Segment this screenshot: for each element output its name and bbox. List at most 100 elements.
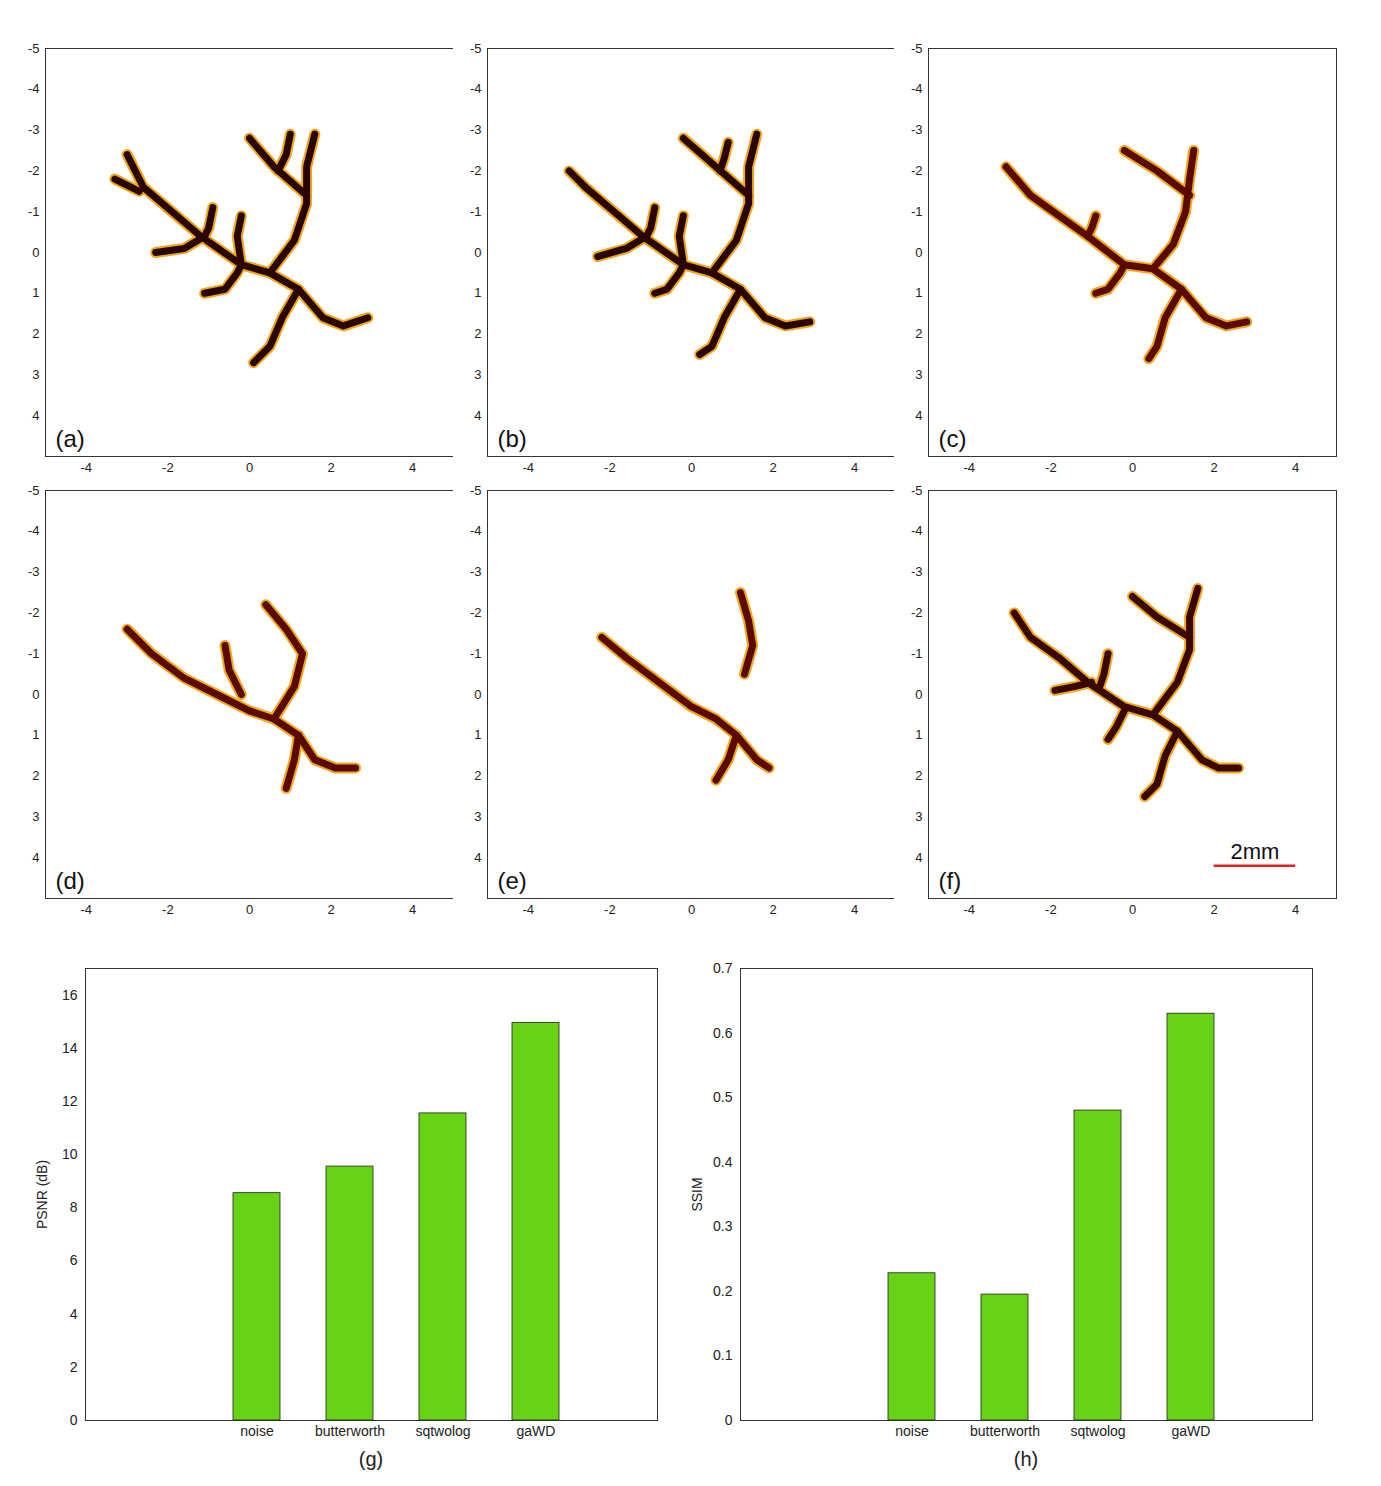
svg-text:noise: noise	[240, 1423, 274, 1439]
svg-text:1: 1	[474, 285, 481, 300]
svg-text:-2: -2	[911, 163, 923, 178]
svg-text:-5: -5	[470, 41, 482, 56]
svg-text:0: 0	[70, 1412, 78, 1428]
svg-text:0.7: 0.7	[713, 960, 733, 976]
svg-text:(f): (f)	[939, 867, 962, 894]
svg-text:2: 2	[327, 460, 334, 475]
svg-text:-2: -2	[162, 460, 174, 475]
svg-text:-2: -2	[470, 605, 482, 620]
svg-text:0: 0	[246, 460, 253, 475]
svg-text:sqtwolog: sqtwolog	[1070, 1423, 1125, 1439]
svg-text:4: 4	[1292, 902, 1299, 917]
svg-text:sqtwolog: sqtwolog	[415, 1423, 470, 1439]
svg-text:-5: -5	[911, 41, 923, 56]
svg-text:0: 0	[1129, 460, 1136, 475]
svg-text:-4: -4	[523, 902, 535, 917]
svg-text:-5: -5	[28, 41, 40, 56]
svg-text:-4: -4	[964, 460, 976, 475]
svg-text:0: 0	[474, 687, 481, 702]
svg-text:6: 6	[70, 1252, 78, 1268]
svg-text:butterworth: butterworth	[970, 1423, 1040, 1439]
svg-text:0.6: 0.6	[713, 1025, 733, 1041]
svg-text:PSNR (dB): PSNR (dB)	[34, 1160, 50, 1229]
svg-text:4: 4	[851, 460, 858, 475]
svg-text:12: 12	[62, 1093, 78, 1109]
svg-text:-1: -1	[911, 204, 923, 219]
svg-text:-4: -4	[28, 81, 40, 96]
svg-text:0: 0	[688, 902, 695, 917]
svg-text:1: 1	[474, 727, 481, 742]
svg-text:4: 4	[474, 408, 481, 423]
svg-text:3: 3	[32, 367, 39, 382]
svg-text:2: 2	[474, 768, 481, 783]
svg-text:10: 10	[62, 1146, 78, 1162]
svg-text:-3: -3	[28, 564, 40, 579]
svg-text:0.3: 0.3	[713, 1218, 733, 1234]
svg-text:4: 4	[409, 902, 416, 917]
svg-text:-2: -2	[1045, 902, 1057, 917]
svg-text:4: 4	[915, 408, 922, 423]
svg-text:-2: -2	[604, 460, 616, 475]
svg-text:-4: -4	[911, 81, 923, 96]
svg-text:(d): (d)	[56, 867, 85, 894]
svg-text:3: 3	[474, 367, 481, 382]
svg-text:-3: -3	[470, 564, 482, 579]
svg-text:-2: -2	[162, 902, 174, 917]
svg-text:-4: -4	[28, 523, 40, 538]
svg-text:3: 3	[915, 809, 922, 824]
svg-text:-1: -1	[470, 646, 482, 661]
svg-text:-1: -1	[28, 646, 40, 661]
svg-text:gaWD: gaWD	[517, 1423, 556, 1439]
svg-text:2: 2	[327, 902, 334, 917]
svg-text:2: 2	[1210, 460, 1217, 475]
svg-text:3: 3	[32, 809, 39, 824]
svg-text:-3: -3	[911, 122, 923, 137]
svg-text:SSIM: SSIM	[689, 1177, 705, 1211]
svg-text:4: 4	[474, 850, 481, 865]
svg-text:0: 0	[725, 1412, 733, 1428]
svg-text:-4: -4	[523, 460, 535, 475]
svg-text:14: 14	[62, 1040, 78, 1056]
svg-text:3: 3	[474, 809, 481, 824]
svg-text:3: 3	[915, 367, 922, 382]
svg-text:1: 1	[32, 727, 39, 742]
svg-text:1: 1	[915, 727, 922, 742]
svg-text:-5: -5	[28, 483, 40, 498]
svg-text:-4: -4	[81, 460, 93, 475]
svg-text:2: 2	[70, 1359, 78, 1375]
svg-text:4: 4	[915, 850, 922, 865]
svg-text:-3: -3	[470, 122, 482, 137]
svg-text:(a): (a)	[56, 425, 85, 452]
svg-text:0: 0	[1129, 902, 1136, 917]
svg-text:0: 0	[474, 245, 481, 260]
svg-text:4: 4	[70, 1306, 78, 1322]
svg-text:-5: -5	[911, 483, 923, 498]
svg-text:gaWD: gaWD	[1172, 1423, 1211, 1439]
svg-text:2: 2	[915, 326, 922, 341]
svg-text:(b): (b)	[498, 425, 527, 452]
svg-text:-2: -2	[28, 163, 40, 178]
svg-text:1: 1	[915, 285, 922, 300]
svg-text:butterworth: butterworth	[315, 1423, 385, 1439]
svg-text:0: 0	[246, 902, 253, 917]
svg-text:0: 0	[915, 687, 922, 702]
svg-text:-2: -2	[28, 605, 40, 620]
svg-text:4: 4	[32, 408, 39, 423]
svg-text:noise: noise	[895, 1423, 929, 1439]
svg-text:8: 8	[70, 1199, 78, 1215]
svg-text:-5: -5	[470, 483, 482, 498]
svg-text:2: 2	[1210, 902, 1217, 917]
svg-text:0: 0	[32, 245, 39, 260]
svg-text:4: 4	[1292, 460, 1299, 475]
svg-text:2: 2	[32, 326, 39, 341]
svg-text:4: 4	[851, 902, 858, 917]
svg-text:0.5: 0.5	[713, 1089, 733, 1105]
svg-text:2: 2	[474, 326, 481, 341]
svg-text:0.1: 0.1	[713, 1347, 733, 1363]
svg-text:16: 16	[62, 987, 78, 1003]
svg-text:0.4: 0.4	[713, 1154, 733, 1170]
svg-text:4: 4	[409, 460, 416, 475]
svg-text:0: 0	[32, 687, 39, 702]
svg-text:4: 4	[32, 850, 39, 865]
svg-text:-3: -3	[911, 564, 923, 579]
